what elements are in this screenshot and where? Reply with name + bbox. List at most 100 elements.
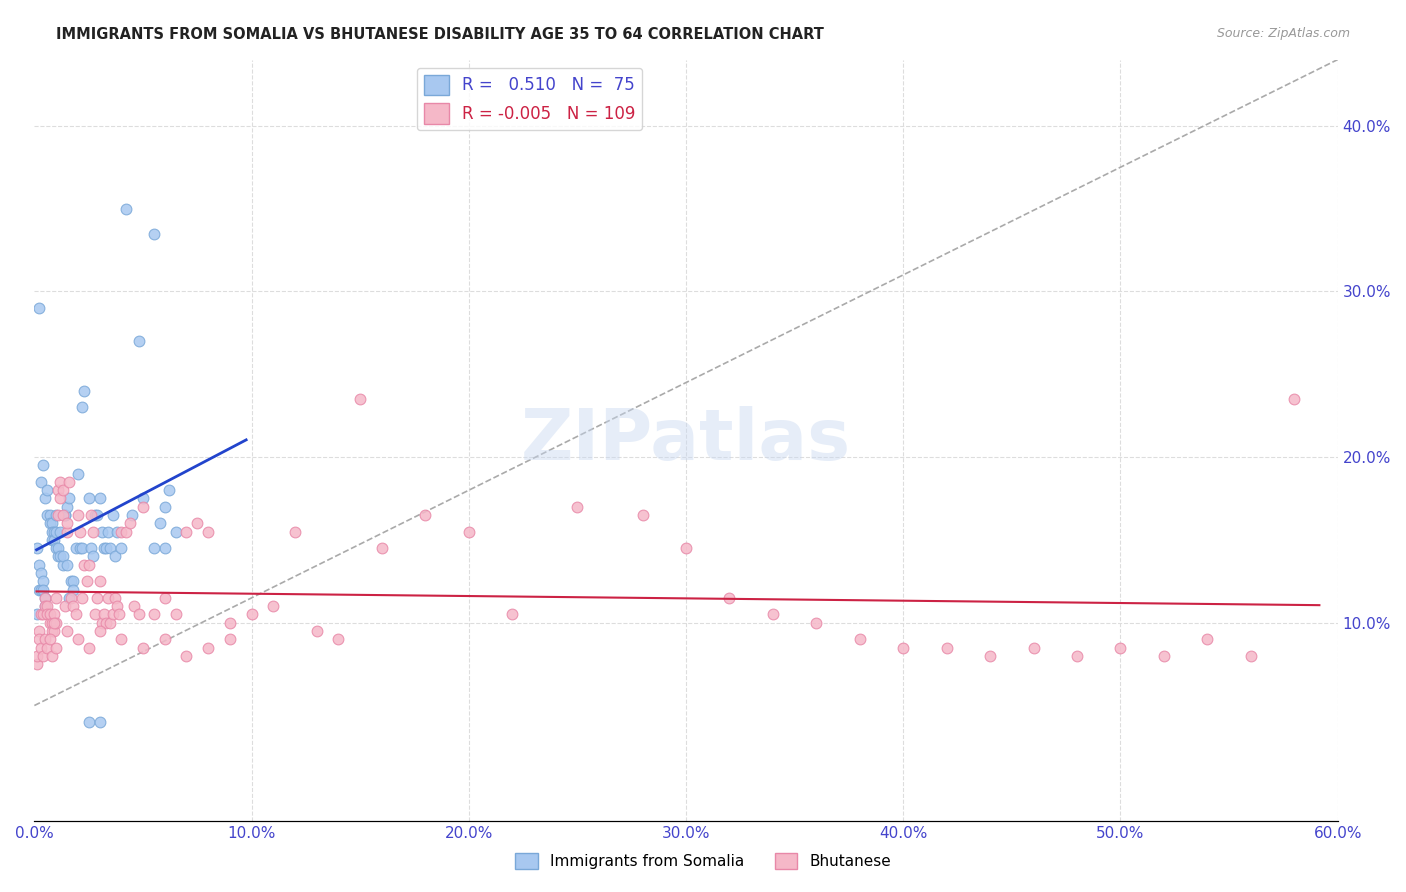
Point — [28, 624, 51, 638]
Point — [25, 648, 48, 663]
Point — [149, 516, 172, 531]
Point — [110, 524, 132, 539]
Point — [110, 632, 132, 647]
Point — [66, 508, 89, 522]
Point — [37, 599, 59, 614]
Point — [176, 524, 198, 539]
Point — [979, 648, 1001, 663]
Point — [56, 558, 79, 572]
Point — [70, 591, 93, 605]
Point — [100, 615, 122, 630]
Point — [77, 640, 100, 655]
Point — [46, 483, 69, 498]
Point — [32, 574, 55, 589]
Point — [70, 541, 93, 556]
Point — [128, 334, 150, 348]
Point — [73, 384, 96, 398]
Point — [49, 524, 72, 539]
Point — [891, 640, 914, 655]
Point — [89, 715, 111, 730]
Point — [34, 632, 56, 647]
Point — [45, 524, 67, 539]
Point — [62, 599, 84, 614]
Point — [80, 541, 103, 556]
Point — [97, 524, 120, 539]
Point — [42, 533, 65, 547]
Point — [108, 607, 131, 622]
Point — [197, 640, 219, 655]
Point — [28, 301, 51, 315]
Point — [305, 624, 328, 638]
Point — [84, 508, 107, 522]
Point — [45, 591, 67, 605]
Point — [90, 615, 112, 630]
Point — [34, 491, 56, 506]
Point — [675, 541, 697, 556]
Point — [82, 524, 104, 539]
Point — [38, 615, 60, 630]
Point — [41, 615, 63, 630]
Point — [240, 607, 263, 622]
Point — [69, 541, 91, 556]
Point — [114, 202, 136, 216]
Point — [76, 574, 98, 589]
Point — [65, 541, 87, 556]
Point — [28, 582, 51, 597]
Point — [121, 508, 143, 522]
Point — [60, 591, 83, 605]
Point — [1066, 648, 1088, 663]
Point — [37, 640, 59, 655]
Point — [142, 227, 165, 241]
Point — [849, 632, 872, 647]
Point — [89, 574, 111, 589]
Point — [30, 566, 52, 580]
Point — [104, 591, 127, 605]
Point — [104, 549, 127, 564]
Point — [218, 615, 240, 630]
Point — [28, 632, 51, 647]
Point — [42, 624, 65, 638]
Point — [77, 491, 100, 506]
Point — [124, 599, 146, 614]
Point — [28, 558, 51, 572]
Point — [30, 582, 52, 597]
Point — [38, 607, 60, 622]
Point — [52, 558, 75, 572]
Point — [101, 508, 124, 522]
Point — [84, 607, 107, 622]
Legend: R =   0.510   N =  75, R = -0.005   N = 109: R = 0.510 N = 75, R = -0.005 N = 109 — [418, 68, 643, 130]
Point — [132, 500, 155, 514]
Point — [34, 591, 56, 605]
Point — [45, 508, 67, 522]
Point — [37, 508, 59, 522]
Point — [1153, 648, 1175, 663]
Point — [34, 599, 56, 614]
Point — [153, 632, 176, 647]
Point — [62, 574, 84, 589]
Point — [157, 483, 180, 498]
Point — [52, 508, 75, 522]
Point — [41, 648, 63, 663]
Point — [37, 483, 59, 498]
Point — [114, 524, 136, 539]
Point — [153, 591, 176, 605]
Point — [128, 607, 150, 622]
Point — [30, 607, 52, 622]
Point — [186, 516, 208, 531]
Point — [53, 508, 76, 522]
Point — [93, 607, 115, 622]
Point — [46, 508, 69, 522]
Point — [105, 524, 128, 539]
Point — [77, 558, 100, 572]
Point — [34, 599, 56, 614]
Point — [45, 541, 67, 556]
Point — [165, 524, 187, 539]
Point — [25, 541, 48, 556]
Point — [69, 524, 91, 539]
Point — [806, 615, 828, 630]
Point — [66, 467, 89, 481]
Point — [32, 458, 55, 473]
Point — [32, 648, 55, 663]
Point — [176, 648, 198, 663]
Point — [631, 508, 654, 522]
